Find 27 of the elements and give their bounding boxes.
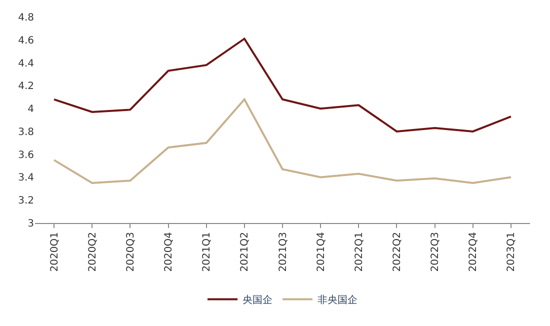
x-tick-label: 2021Q4	[316, 232, 327, 272]
x-tick-label: 2022Q2	[392, 232, 403, 272]
x-tick-label: 2022Q3	[430, 232, 442, 272]
line-series	[53, 38, 512, 132]
y-tick-label: 3.6	[18, 150, 34, 161]
legend-label: 央国企	[242, 294, 272, 306]
y-tick-label: 3	[28, 218, 34, 230]
legend-label: 非央国企	[318, 294, 358, 306]
y-tick-label: 4.6	[18, 35, 34, 46]
y-tick-label: 3.4	[18, 172, 34, 184]
y-tick-label: 4.2	[18, 81, 34, 92]
x-tick-label: 2020Q3	[125, 232, 136, 272]
x-tick-label: 2020Q4	[164, 232, 175, 272]
y-tick-label: 4.4	[18, 58, 34, 70]
x-tick-label: 2022Q4	[468, 232, 480, 272]
x-tick-label: 2021Q2	[240, 232, 251, 272]
x-tick-label: 2020Q2	[87, 232, 98, 272]
y-tick-label: 3.8	[18, 126, 34, 138]
y-tick-label: 4	[28, 104, 34, 116]
line-series	[53, 98, 512, 184]
x-tick-label: 2021Q3	[278, 232, 289, 272]
x-tick-label: 2022Q1	[354, 232, 365, 272]
x-tick-label: 2020Q1	[49, 232, 60, 272]
y-tick-label: 4.8	[18, 12, 34, 24]
x-tick-label: 2023Q1	[506, 232, 518, 272]
y-tick-label: 3.2	[18, 196, 34, 207]
x-tick-label: 2021Q1	[202, 232, 213, 272]
